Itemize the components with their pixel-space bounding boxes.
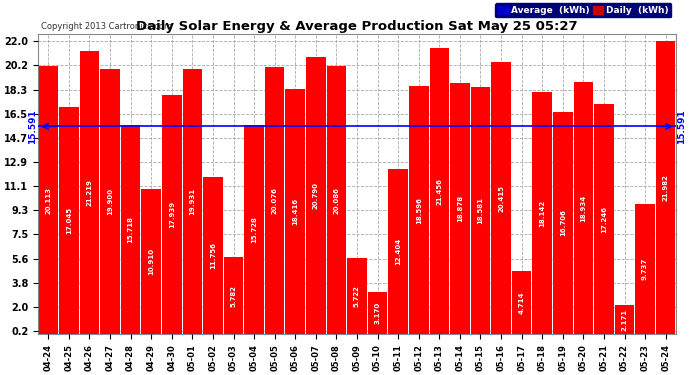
Text: 19.900: 19.900 [107,188,113,215]
Text: 15.591: 15.591 [677,109,686,144]
Text: 4.714: 4.714 [519,291,524,314]
Text: 20.076: 20.076 [272,187,277,214]
Bar [430,48,449,334]
Text: 21.219: 21.219 [86,179,92,206]
Bar [79,51,99,334]
Title: Daily Solar Energy & Average Production Sat May 25 05:27: Daily Solar Energy & Average Production … [136,20,578,33]
Text: 20.415: 20.415 [498,184,504,211]
Text: 15.591: 15.591 [28,109,37,144]
Text: 3.170: 3.170 [375,302,381,324]
Text: 15.718: 15.718 [128,216,134,243]
Text: 17.939: 17.939 [169,201,175,228]
Text: 5.782: 5.782 [230,285,237,307]
Bar [512,271,531,334]
Text: 20.086: 20.086 [333,187,339,214]
Bar [162,95,181,334]
Bar [224,257,244,334]
Text: 16.706: 16.706 [560,209,566,236]
Text: 9.737: 9.737 [642,258,648,280]
Bar [203,177,223,334]
Text: 2.171: 2.171 [622,309,627,331]
Text: 20.113: 20.113 [46,187,51,214]
Bar [615,305,634,334]
Text: 18.581: 18.581 [477,197,484,224]
Bar [594,104,613,334]
Bar [573,82,593,334]
Bar [39,66,58,334]
Bar [368,292,387,334]
Text: 20.790: 20.790 [313,182,319,209]
Bar [450,82,470,334]
Bar [183,69,202,334]
Text: 17.045: 17.045 [66,207,72,234]
Bar [306,57,326,334]
Bar [347,258,367,334]
Text: 18.596: 18.596 [416,197,422,223]
Bar [635,204,655,334]
Bar [59,107,79,334]
Bar [326,66,346,334]
Text: 15.728: 15.728 [251,216,257,243]
Text: 17.246: 17.246 [601,206,607,233]
Bar [409,86,428,334]
Bar [533,92,552,334]
Text: 21.456: 21.456 [436,178,442,205]
Bar [265,67,284,334]
Bar [491,62,511,334]
Text: 19.931: 19.931 [189,188,195,215]
Bar [286,89,305,334]
Bar [141,189,161,334]
Text: 18.416: 18.416 [293,198,298,225]
Bar [121,124,140,334]
Text: 18.934: 18.934 [580,194,586,222]
Text: 5.722: 5.722 [354,285,360,307]
Bar [388,169,408,334]
Bar [553,111,573,334]
Text: 11.756: 11.756 [210,242,216,269]
Text: 21.982: 21.982 [662,174,669,201]
Legend: Average  (kWh), Daily  (kWh): Average (kWh), Daily (kWh) [495,3,671,17]
Bar [656,41,676,334]
Text: 18.878: 18.878 [457,195,463,222]
Bar [100,69,120,334]
Text: 18.142: 18.142 [539,200,545,227]
Bar [471,87,490,334]
Bar [244,124,264,334]
Text: 12.404: 12.404 [395,238,401,265]
Text: 10.910: 10.910 [148,248,154,275]
Text: Copyright 2013 Cartronics.com: Copyright 2013 Cartronics.com [41,22,172,31]
